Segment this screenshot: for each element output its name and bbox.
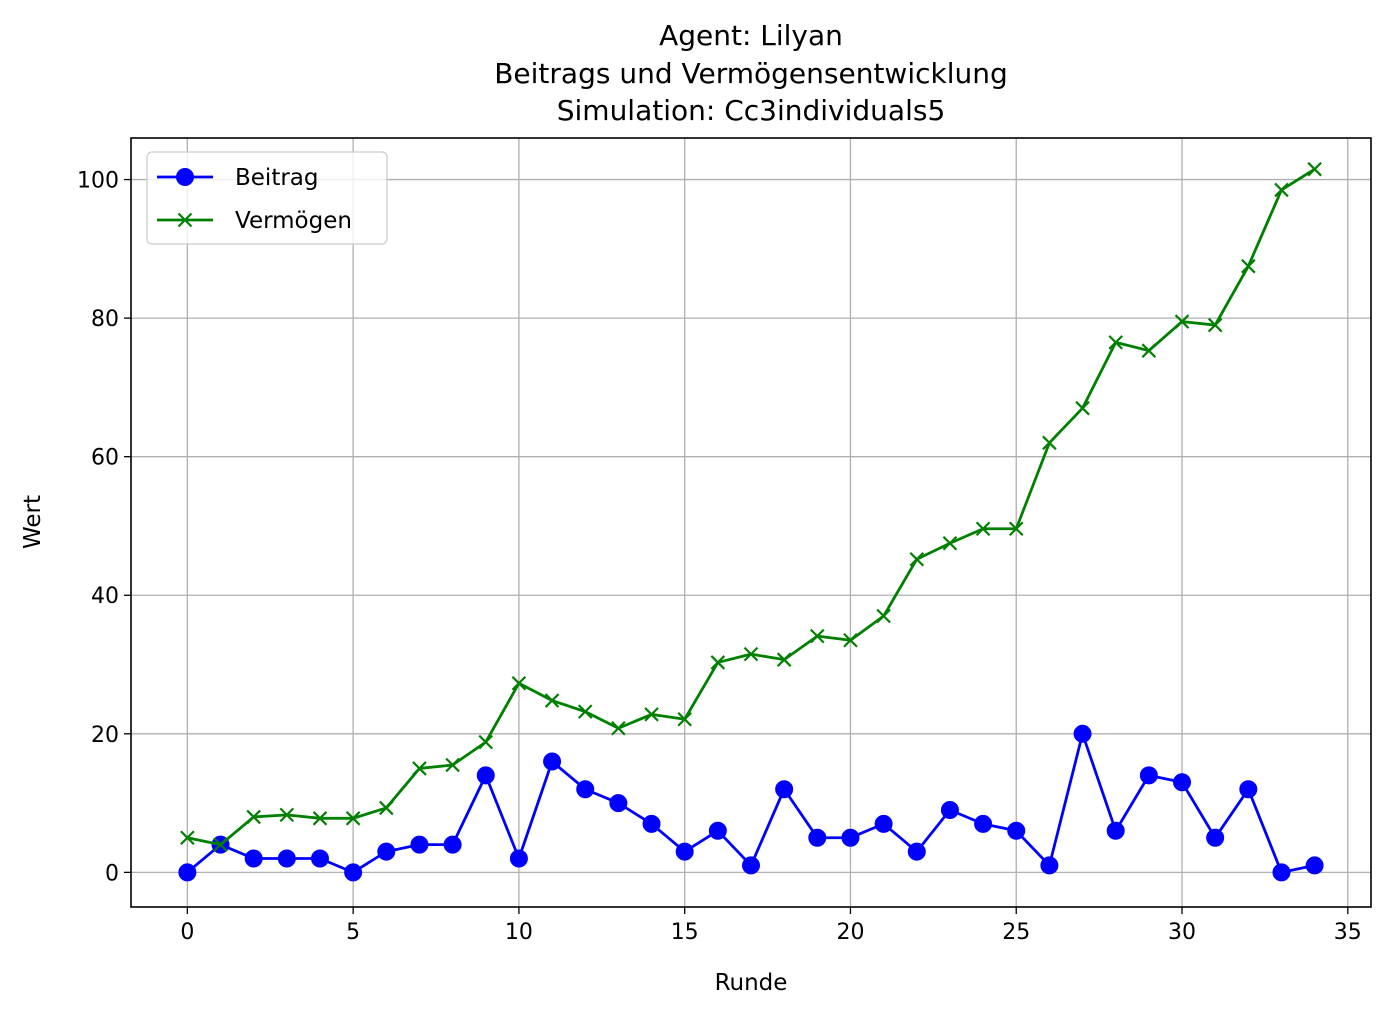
plot-area-frame xyxy=(130,137,1372,908)
data-point-beitrag xyxy=(244,849,263,868)
data-point-beitrag xyxy=(1173,773,1192,792)
x-axis-label: Runde xyxy=(715,970,788,996)
data-point-verm-gen xyxy=(1008,521,1024,537)
data-point-beitrag xyxy=(1239,780,1258,799)
data-point-beitrag xyxy=(808,828,827,847)
data-point-beitrag xyxy=(543,752,562,771)
y-tick-label: 80 xyxy=(91,307,119,332)
data-point-verm-gen xyxy=(1241,258,1256,274)
data-point-verm-gen xyxy=(975,521,991,537)
data-point-verm-gen xyxy=(445,757,460,773)
grid xyxy=(131,138,1371,907)
data-point-beitrag xyxy=(1272,863,1291,882)
data-point-verm-gen xyxy=(379,800,394,816)
legend-label-beitrag: Beitrag xyxy=(235,165,319,191)
y-tick-label: 60 xyxy=(91,446,119,471)
x-tick-label: 5 xyxy=(346,920,360,945)
data-point-verm-gen xyxy=(1307,161,1322,177)
y-tick-label: 100 xyxy=(77,169,119,194)
x-tick-label: 30 xyxy=(1168,920,1196,945)
chart-title-line-3: Simulation: Cc3individuals5 xyxy=(557,94,946,127)
data-point-verm-gen xyxy=(1141,343,1157,358)
data-point-beitrag xyxy=(1040,856,1059,875)
legend: Beitrag Vermögen xyxy=(146,151,388,245)
x-tick-label: 0 xyxy=(180,920,194,945)
data-point-beitrag xyxy=(344,863,363,882)
data-point-beitrag xyxy=(310,849,329,868)
data-point-verm-gen xyxy=(1207,317,1223,333)
data-point-beitrag xyxy=(940,801,959,820)
data-point-beitrag xyxy=(675,842,694,861)
data-point-verm-gen xyxy=(710,655,726,670)
x-tick-label: 35 xyxy=(1334,920,1362,945)
data-point-verm-gen xyxy=(345,811,361,826)
data-point-verm-gen xyxy=(478,734,494,750)
legend-marker-verm-gen xyxy=(177,212,193,228)
data-point-beitrag xyxy=(609,794,628,813)
data-point-verm-gen xyxy=(279,807,295,823)
data-point-beitrag xyxy=(277,849,296,868)
data-point-beitrag xyxy=(907,842,926,861)
x-tick-label: 15 xyxy=(671,920,699,945)
data-point-beitrag xyxy=(642,814,661,833)
data-point-beitrag xyxy=(410,835,429,854)
data-point-verm-gen xyxy=(1274,182,1289,198)
data-point-beitrag xyxy=(1106,821,1125,840)
data-point-verm-gen xyxy=(909,551,925,567)
data-point-verm-gen xyxy=(776,652,792,667)
data-point-verm-gen xyxy=(644,707,659,722)
data-point-verm-gen xyxy=(743,646,759,662)
data-point-verm-gen xyxy=(246,809,261,825)
data-series xyxy=(178,161,1324,882)
data-point-verm-gen xyxy=(1108,335,1123,350)
data-point-beitrag xyxy=(509,849,528,868)
data-point-verm-gen xyxy=(1075,400,1090,416)
y-axis-label: Wert xyxy=(20,495,46,549)
data-point-beitrag xyxy=(178,863,197,882)
chart-title-line-1: Agent: Lilyan xyxy=(659,19,843,52)
data-point-beitrag xyxy=(742,856,760,875)
series-verm-gen xyxy=(180,161,1322,852)
axis-ticks: 0 5 10 15 20 25 30 35 0 20 40 60 80 100 xyxy=(77,169,1362,945)
data-point-verm-gen xyxy=(677,711,692,727)
data-point-verm-gen xyxy=(942,536,958,551)
data-point-beitrag xyxy=(1073,724,1092,743)
data-point-beitrag xyxy=(775,780,794,799)
legend-label-verm-gen: Vermögen xyxy=(235,208,352,234)
data-point-beitrag xyxy=(1206,828,1225,847)
data-point-verm-gen xyxy=(544,693,560,708)
data-point-verm-gen xyxy=(810,628,825,644)
data-point-beitrag xyxy=(974,814,993,833)
y-tick-label: 40 xyxy=(91,584,119,609)
data-point-verm-gen xyxy=(611,720,626,736)
y-tick-label: 20 xyxy=(91,723,119,748)
data-point-verm-gen xyxy=(843,632,858,648)
data-point-beitrag xyxy=(708,821,727,840)
x-tick-label: 10 xyxy=(505,920,533,945)
x-tick-label: 25 xyxy=(1002,920,1030,945)
data-point-beitrag xyxy=(476,766,495,785)
data-point-verm-gen xyxy=(312,811,328,826)
data-point-verm-gen xyxy=(876,608,891,624)
data-point-beitrag xyxy=(443,835,462,854)
data-point-beitrag xyxy=(1007,821,1026,840)
legend-marker-beitrag xyxy=(176,168,194,186)
data-point-beitrag xyxy=(874,814,893,833)
data-point-verm-gen xyxy=(180,830,195,845)
data-point-beitrag xyxy=(1305,856,1324,875)
data-point-verm-gen xyxy=(1174,314,1190,329)
data-point-verm-gen xyxy=(213,837,228,852)
x-tick-label: 20 xyxy=(836,920,864,945)
data-point-beitrag xyxy=(1139,766,1158,785)
chart-title-line-2: Beitrags und Vermögensentwicklung xyxy=(494,57,1008,90)
data-point-verm-gen xyxy=(412,761,427,776)
data-point-verm-gen xyxy=(1042,435,1057,451)
data-point-beitrag xyxy=(377,842,396,861)
data-point-beitrag xyxy=(841,828,860,847)
data-point-beitrag xyxy=(576,780,595,799)
data-point-verm-gen xyxy=(511,675,527,691)
data-point-verm-gen xyxy=(577,704,593,719)
y-tick-label: 0 xyxy=(105,861,119,886)
